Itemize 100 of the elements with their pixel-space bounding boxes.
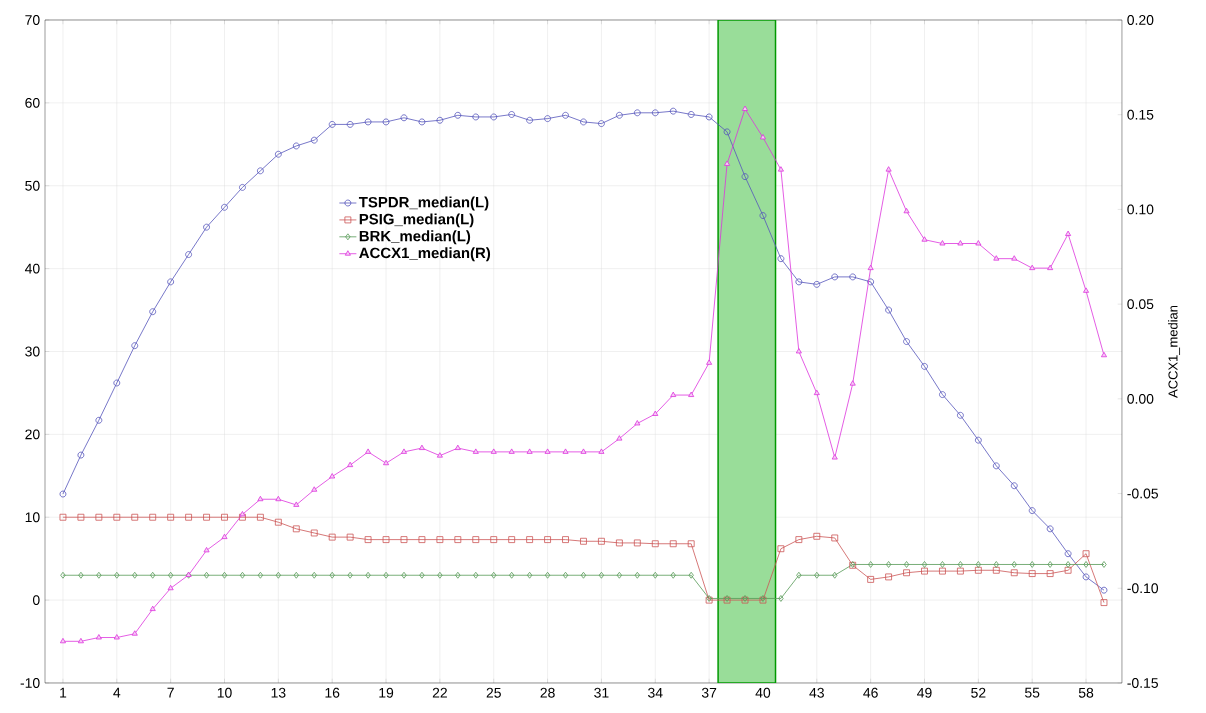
y2-tick-label: -0.15 (1127, 678, 1158, 688)
point (419, 571, 425, 579)
point (975, 240, 982, 246)
point (975, 561, 981, 568)
point (131, 342, 139, 350)
point (616, 571, 623, 579)
point (473, 571, 479, 579)
point (221, 533, 228, 540)
point (974, 566, 982, 574)
y2-tick-label: 0.20 (1127, 15, 1154, 25)
point (418, 118, 426, 126)
y-tick-label: 70 (25, 15, 40, 25)
point (651, 109, 659, 117)
point (1011, 255, 1018, 261)
point (472, 536, 480, 543)
legend-label: BRK_median(L) (359, 230, 471, 245)
point (78, 571, 84, 579)
point (400, 114, 408, 122)
point (508, 448, 515, 454)
point (346, 121, 354, 128)
point (59, 490, 67, 498)
point (1029, 264, 1036, 271)
point (1100, 586, 1108, 594)
point (598, 537, 605, 545)
point (598, 120, 605, 127)
y-tick-label: 30 (25, 346, 40, 357)
point (1029, 561, 1035, 568)
point (95, 634, 102, 640)
point (311, 486, 318, 492)
point (903, 569, 910, 577)
point (615, 111, 623, 119)
point (598, 448, 605, 454)
point (598, 571, 605, 579)
point (347, 571, 353, 579)
point (77, 637, 84, 644)
y-tick-label: 0 (32, 595, 40, 606)
point (544, 115, 551, 122)
point (814, 571, 820, 579)
point (993, 255, 1000, 261)
point (257, 571, 264, 579)
point (670, 571, 676, 579)
point (652, 571, 658, 579)
point (328, 533, 336, 541)
point (634, 420, 641, 426)
point (651, 540, 659, 548)
point (1046, 570, 1054, 577)
point (490, 448, 497, 454)
y2-tick-label: -0.10 (1127, 583, 1159, 594)
point (957, 240, 964, 246)
y2-tick-label: 0.00 (1127, 393, 1154, 404)
point (1011, 561, 1017, 568)
point (885, 166, 892, 172)
point (1010, 569, 1018, 577)
point (274, 518, 282, 526)
x-tick-label: 52 (971, 687, 986, 698)
point (615, 539, 623, 547)
point (562, 448, 569, 454)
point (150, 571, 156, 579)
point (292, 142, 300, 150)
point (526, 536, 534, 543)
x-tick-label: 7 (167, 687, 174, 698)
point (706, 359, 713, 365)
x-tick-label: 34 (648, 687, 663, 698)
x-tick-label: 46 (863, 687, 878, 698)
point (364, 118, 372, 126)
point (939, 561, 946, 568)
point (113, 379, 121, 387)
point (867, 576, 875, 583)
point (472, 448, 479, 454)
x-tick-label: 37 (701, 687, 717, 698)
point (1082, 573, 1090, 581)
point (974, 436, 982, 444)
point (1028, 507, 1036, 514)
point (634, 571, 640, 579)
point (454, 536, 462, 543)
point (292, 525, 300, 533)
point (831, 534, 839, 542)
point (311, 571, 317, 579)
point (418, 444, 425, 450)
point (993, 561, 999, 568)
point (939, 391, 946, 398)
y-tick-label: 20 (25, 429, 40, 440)
point (77, 513, 85, 521)
y2-tick-label: 0.10 (1127, 204, 1154, 215)
point (1064, 566, 1072, 574)
x-tick-label: 16 (325, 687, 340, 698)
point (1083, 561, 1089, 568)
point (921, 236, 928, 242)
point (777, 255, 785, 263)
point (562, 111, 569, 119)
point (813, 280, 821, 288)
point (544, 571, 551, 579)
point (274, 150, 282, 158)
point (939, 567, 946, 575)
point (203, 513, 210, 521)
point (113, 513, 121, 521)
x-tick-label: 1 (60, 687, 67, 698)
point (239, 184, 246, 191)
point (418, 536, 426, 543)
point (903, 338, 910, 345)
